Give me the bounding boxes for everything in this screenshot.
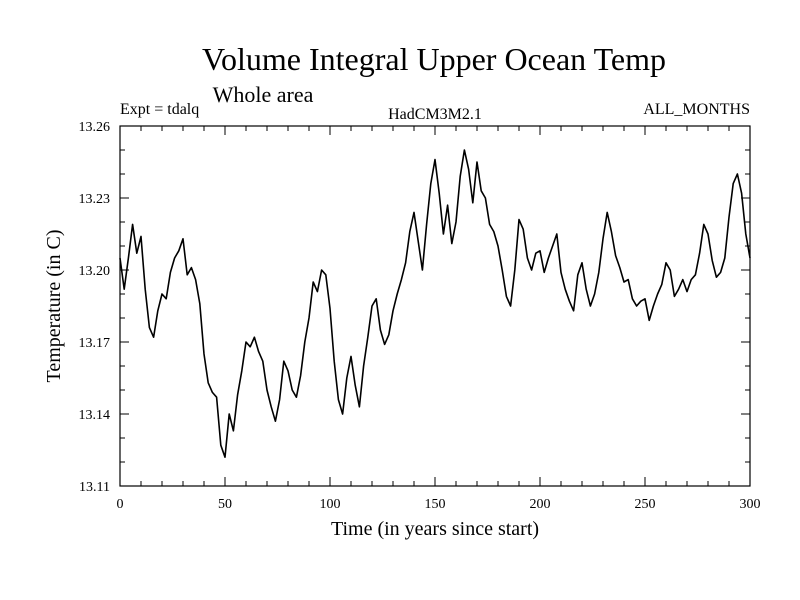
x-tick-labels: 0 50 100 150 200 250 300 (117, 497, 761, 512)
plot-frame (119, 125, 751, 487)
experiment-label: Expt = tdalq (120, 101, 199, 118)
x-tick-label: 100 (320, 497, 341, 512)
x-tick-label: 0 (117, 497, 124, 512)
series-line (119, 149, 751, 458)
y-tick-label: 13.26 (79, 120, 111, 135)
axis-ticks (119, 125, 751, 487)
chart-subtitle: Whole area (213, 82, 314, 107)
y-tick-label: 13.17 (79, 336, 111, 351)
y-tick-label: 13.11 (79, 480, 110, 495)
y-tick-label: 13.20 (79, 264, 111, 279)
x-tick-label: 250 (635, 497, 656, 512)
x-tick-label: 200 (530, 497, 551, 512)
chart-title: Volume Integral Upper Ocean Temp (202, 41, 666, 77)
x-tick-label: 150 (425, 497, 446, 512)
model-label: HadCM3M2.1 (388, 106, 482, 123)
x-tick-label: 300 (740, 497, 761, 512)
x-axis-label: Time (in years since start) (331, 518, 539, 540)
months-label: ALL_MONTHS (643, 101, 750, 118)
y-tick-label: 13.23 (79, 192, 111, 207)
x-tick-label: 50 (218, 497, 232, 512)
y-tick-labels: 13.11 13.14 13.17 13.20 13.23 13.26 (79, 120, 111, 495)
y-tick-label: 13.14 (79, 408, 111, 423)
y-axis-label: Temperature (in C) (43, 230, 65, 383)
